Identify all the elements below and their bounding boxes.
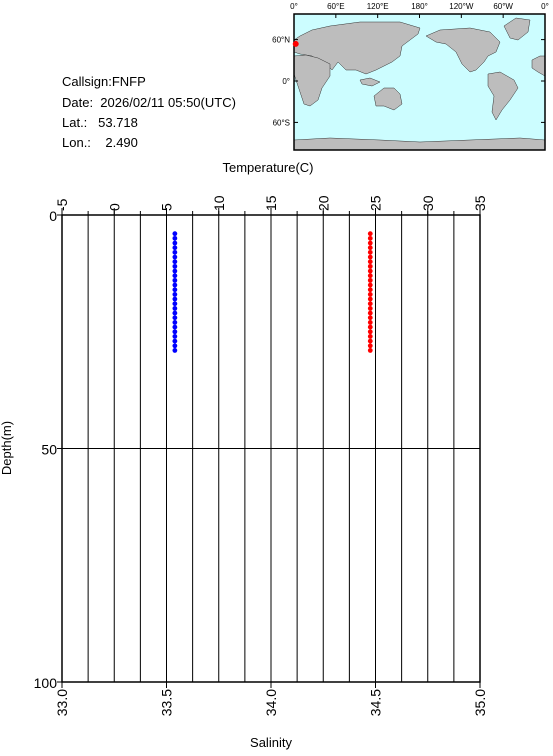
- point: [172, 282, 178, 288]
- point: [172, 348, 178, 353]
- x-top-tick-label: 15: [263, 195, 279, 211]
- map-lon-label: 180°: [411, 2, 428, 11]
- point: [172, 235, 178, 241]
- point: [367, 291, 373, 297]
- point: [367, 306, 373, 311]
- point: [172, 338, 178, 344]
- y-tick-label: 100: [34, 675, 58, 691]
- point: [367, 273, 373, 279]
- point: [367, 240, 373, 246]
- point: [172, 296, 178, 302]
- x-bottom-tick-label: 34.5: [368, 689, 384, 716]
- point: [367, 263, 373, 269]
- point: [367, 277, 373, 283]
- point: [172, 306, 178, 311]
- point: [172, 277, 178, 283]
- x-top-tick-label: 0: [106, 203, 122, 211]
- point: [172, 324, 178, 330]
- point: [367, 245, 373, 251]
- point: [367, 315, 373, 321]
- point: [172, 259, 178, 265]
- point: [172, 254, 178, 260]
- point: [172, 240, 178, 246]
- point: [172, 249, 178, 255]
- map-marker: [292, 40, 299, 47]
- info-line: Lon.: 2.490: [62, 135, 138, 150]
- x-top-tick-label: 30: [420, 195, 436, 211]
- point: [367, 254, 373, 260]
- map: 0° 60°E 120°E 180° 120°W 60°W 0° 60°N 0° 60°S: [272, 2, 549, 151]
- point: [172, 287, 178, 293]
- x-top-tick-label: 5: [159, 203, 175, 211]
- point: [172, 263, 178, 269]
- point: [367, 320, 373, 325]
- x-bottom-tick-label: 35.0: [472, 689, 488, 716]
- map-lat-label: 0°: [282, 77, 290, 86]
- point: [367, 343, 373, 349]
- x-bottom-tick-label: 33.5: [159, 689, 175, 716]
- map-lat-label: 60°N: [272, 36, 290, 45]
- map-lat-label: 60°S: [273, 118, 290, 127]
- point: [367, 287, 373, 293]
- point: [367, 231, 373, 237]
- point: [367, 324, 373, 330]
- point: [172, 320, 178, 325]
- point: [367, 235, 373, 241]
- x-top-label: Temperature(C): [222, 160, 313, 175]
- y-tick-label: 0: [49, 208, 57, 224]
- x-top-tick-label: -5: [54, 198, 70, 211]
- point: [367, 296, 373, 302]
- point: [172, 273, 178, 279]
- point: [172, 301, 178, 307]
- x-bottom-label: Salinity: [250, 735, 292, 750]
- point: [367, 249, 373, 255]
- map-lon-label: 120°W: [449, 2, 474, 11]
- point: [367, 259, 373, 265]
- point: [367, 338, 373, 344]
- point: [367, 310, 373, 316]
- map-lon-label: 60°W: [493, 2, 513, 11]
- info-line: Callsign:FNFP: [62, 74, 146, 89]
- point: [367, 329, 373, 335]
- point: [172, 268, 178, 274]
- point: [367, 301, 373, 307]
- map-lon-label: 120°E: [367, 2, 389, 11]
- x-bottom-tick-label: 34.0: [263, 689, 279, 716]
- x-top-tick-label: 20: [315, 195, 331, 211]
- x-top-tick-label: 35: [472, 195, 488, 211]
- info: Callsign:FNFP Date: 2026/02/11 05:50(UTC…: [62, 74, 236, 150]
- y-tick-label: 50: [41, 442, 57, 458]
- map-lon-label: 60°E: [327, 2, 344, 11]
- info-line: Lat.: 53.718: [62, 115, 138, 130]
- x-top-tick-label: 25: [368, 195, 384, 211]
- point: [172, 245, 178, 251]
- point: [172, 291, 178, 297]
- map-lon-label: 0°: [290, 2, 298, 11]
- plot-frame: [61, 214, 481, 683]
- point: [172, 334, 178, 339]
- point: [367, 268, 373, 274]
- point: [367, 282, 373, 288]
- point: [172, 315, 178, 321]
- x-bottom-tick-label: 33.0: [54, 689, 70, 716]
- info-line: Date: 2026/02/11 05:50(UTC): [62, 95, 236, 110]
- point: [367, 348, 373, 353]
- point: [367, 334, 373, 339]
- y-label: Depth(m): [0, 421, 14, 475]
- point: [172, 343, 178, 349]
- point: [172, 310, 178, 316]
- point: [172, 329, 178, 335]
- point: [172, 231, 178, 237]
- land: [293, 17, 546, 151]
- x-top-tick-label: 10: [211, 195, 227, 211]
- map-lon-label: 0°: [541, 2, 549, 11]
